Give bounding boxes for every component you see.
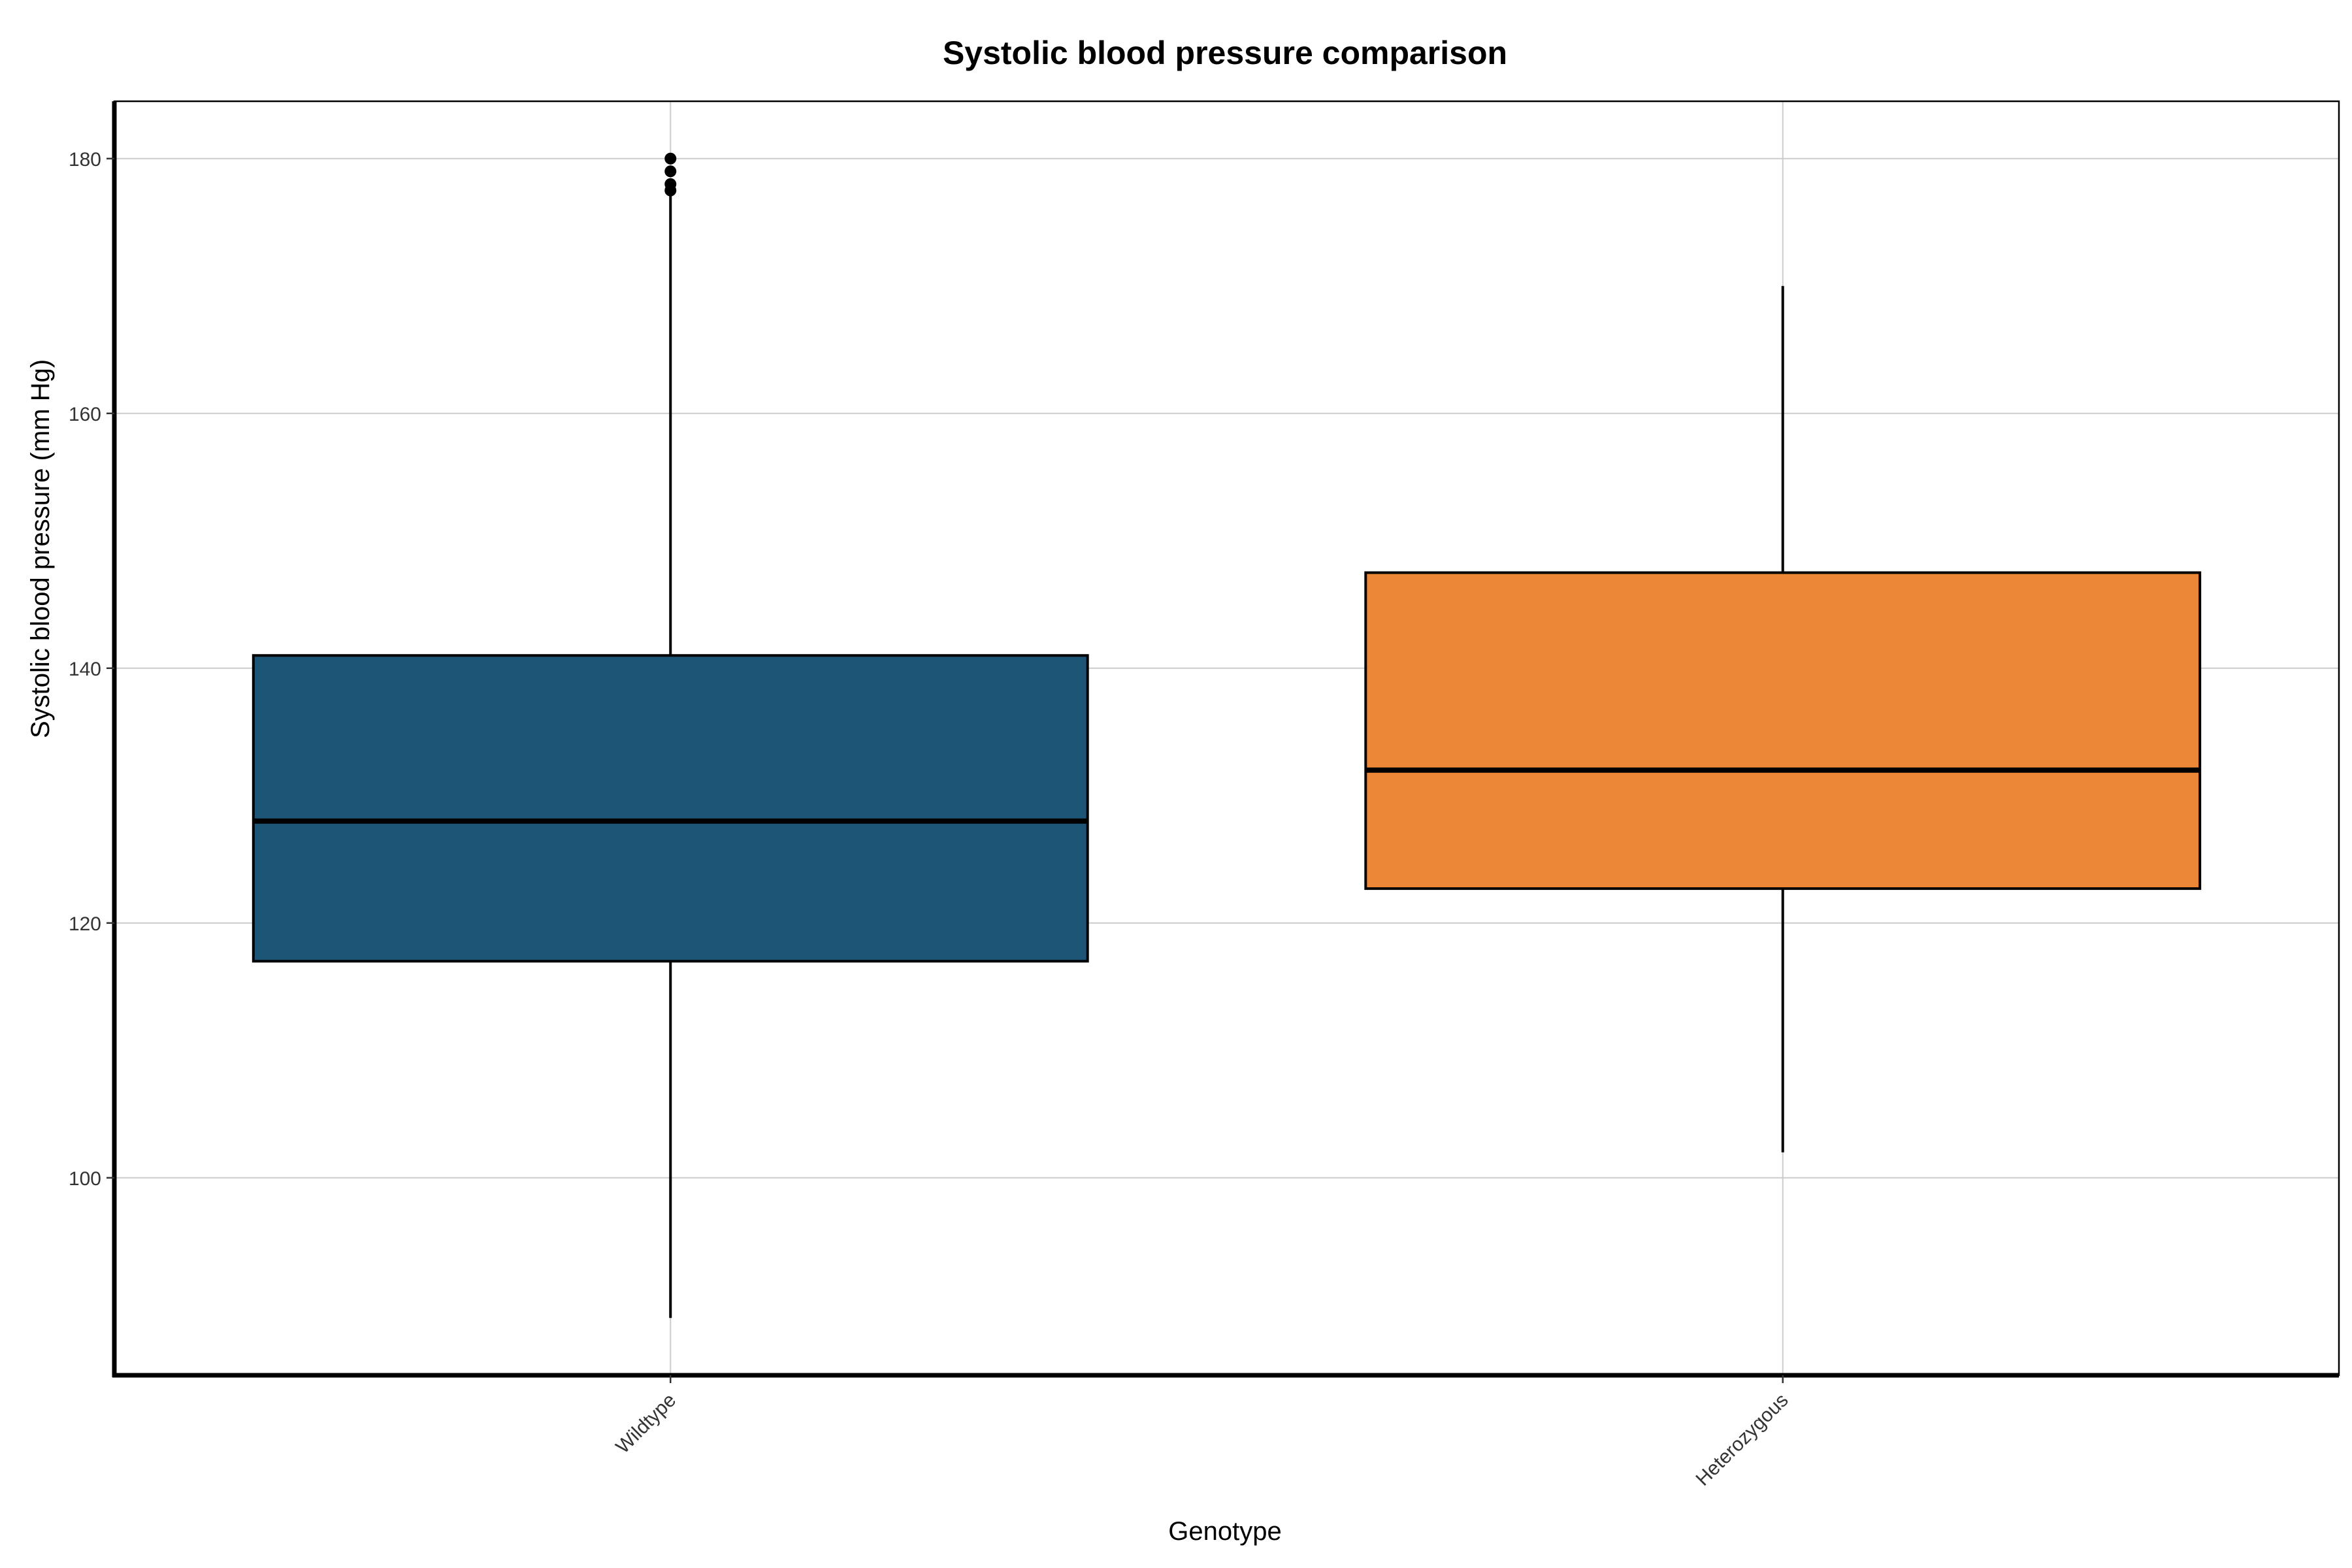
chart-title: Systolic blood pressure comparison [942, 35, 1508, 71]
y-tick-label: 120 [69, 913, 101, 935]
x-axis-label: Genotype [1168, 1517, 1282, 1546]
box-wildtype [252, 654, 1089, 963]
x-tick-label: Heterozygous [1691, 1390, 1792, 1490]
outlier-point [664, 165, 677, 178]
y-tick-label: 180 [69, 149, 101, 171]
outlier-point [664, 178, 677, 190]
outlier-point [664, 152, 677, 165]
box-heterozygous [1364, 571, 2202, 890]
y-tick-label: 140 [69, 659, 101, 680]
y-tick-label: 100 [69, 1168, 101, 1190]
y-axis-label: Systolic blood pressure (mm Hg) [26, 359, 55, 738]
x-tick-label: Wildtype [612, 1390, 681, 1458]
y-tick-label: 160 [69, 404, 101, 425]
